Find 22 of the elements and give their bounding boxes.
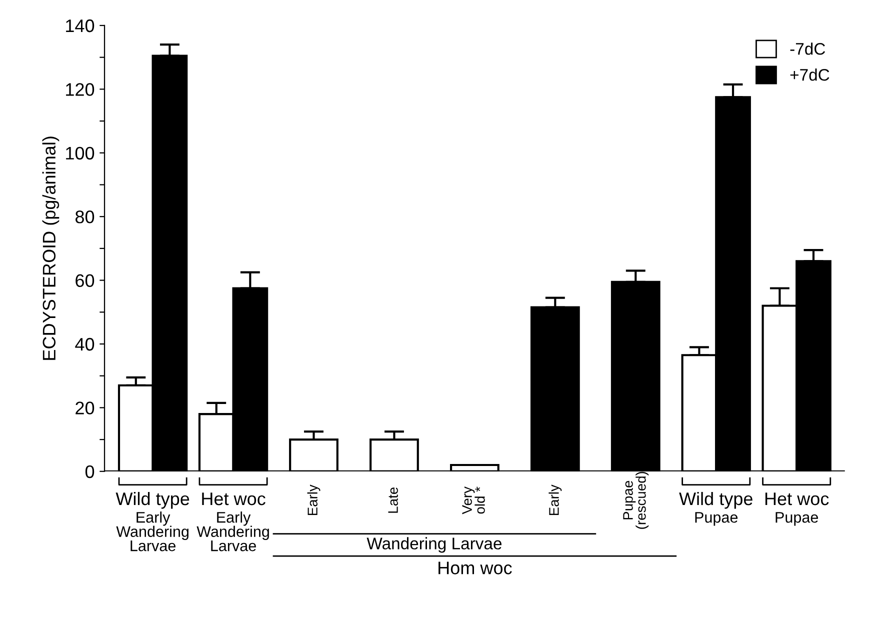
y-axis-title: ECDYSTEROID (pg/animal) bbox=[42, 136, 60, 360]
x-tick-label: Wild type Early Wandering Larvae bbox=[116, 492, 190, 552]
y-tick-label: 100 bbox=[66, 146, 94, 160]
y-tick-label: 80 bbox=[76, 210, 94, 224]
x-tick-label: Early bbox=[307, 484, 320, 516]
x-tick-label: Early bbox=[548, 484, 562, 516]
x-tick-label: Het woc Early Wandering Larvae bbox=[196, 492, 269, 552]
y-tick-label: 20 bbox=[76, 402, 94, 414]
x-tick-label: Late bbox=[388, 487, 398, 513]
legend-label: -7dC bbox=[790, 42, 826, 55]
y-tick-label: 120 bbox=[66, 83, 94, 96]
y-tick-label: 140 bbox=[66, 19, 94, 32]
y-tick-label: 40 bbox=[75, 338, 94, 351]
text: Hom woc bbox=[438, 562, 512, 574]
y-tick-label: 0 bbox=[85, 465, 94, 478]
y-tick-label: 60 bbox=[76, 274, 94, 287]
x-tick-label: Wild type Pupae bbox=[679, 492, 752, 526]
x-tick-label: Het woc Pupae bbox=[765, 492, 829, 526]
x-tick-label: Very old * bbox=[462, 486, 485, 514]
x-tick-label: Pupae (rescued) bbox=[623, 472, 649, 529]
legend-label: +7dC bbox=[790, 68, 830, 81]
text: Wandering Larvae bbox=[366, 537, 502, 553]
